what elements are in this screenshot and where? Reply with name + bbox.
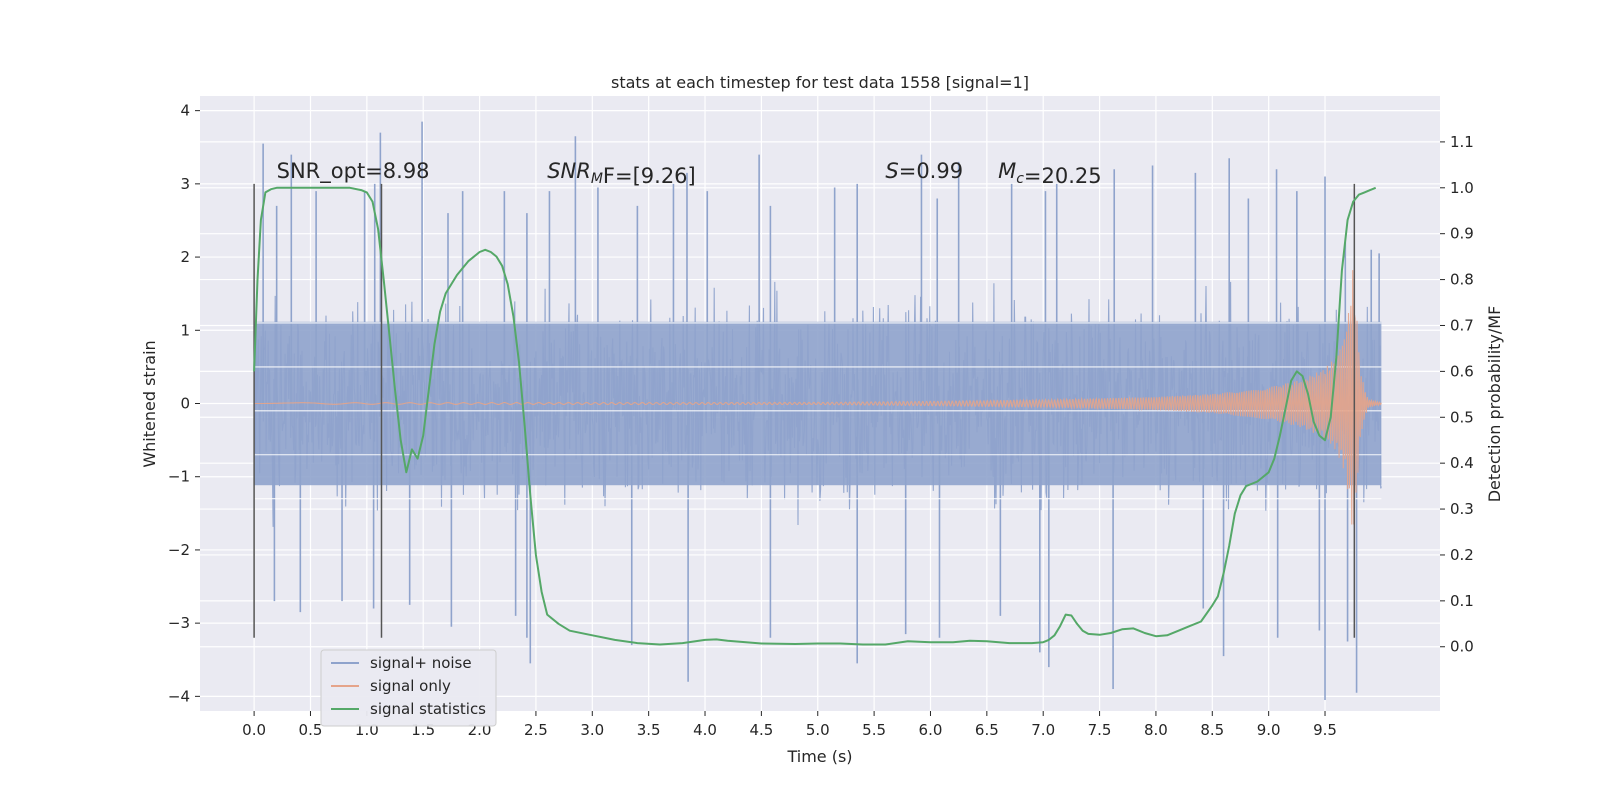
y2-tick-label: 0.9 (1450, 225, 1474, 243)
x-tick-label: 9.5 (1313, 721, 1337, 739)
x-tick-label: 8.0 (1144, 721, 1168, 739)
y-tick-label: 0 (180, 395, 190, 413)
legend-label-signal-plus-noise: signal+ noise (370, 654, 472, 672)
x-tick-label: 2.5 (524, 721, 548, 739)
annotation: SNRMF=[9.26] (547, 159, 696, 188)
y2-tick-label: 0.5 (1450, 408, 1474, 426)
y-tick-label: 2 (180, 248, 190, 266)
x-tick-label: 7.0 (1031, 721, 1055, 739)
x-tick-label: 8.5 (1200, 721, 1224, 739)
y-tick-label: −1 (168, 468, 190, 486)
y-tick-label: 1 (180, 321, 190, 339)
y-axis-ticks: 4 3 2 1 0 −1 −2 −3 −4 (168, 102, 200, 705)
legend-label-signal-only: signal only (370, 677, 451, 695)
y-tick-label: −3 (168, 614, 190, 632)
y2-tick-label: 0.3 (1450, 500, 1474, 518)
x-tick-label: 9.0 (1257, 721, 1281, 739)
y2-axis-label: Detection probability/MF (1485, 306, 1504, 503)
y-tick-label: 4 (180, 102, 190, 120)
x-tick-label: 4.5 (749, 721, 773, 739)
x-tick-label: 0.0 (242, 721, 266, 739)
y2-axis-ticks: 1.1 1.0 0.9 0.8 0.7 0.6 0.5 0.4 0.3 0.2 0.1 0.0 (1440, 133, 1474, 656)
y-tick-label: −4 (168, 687, 190, 705)
annotations: SNR_opt=8.98 SNRMF=[9.26] S=0.99 Mc=20.25 (277, 159, 1102, 188)
x-tick-label: 5.5 (862, 721, 886, 739)
x-axis-ticks: 0.0 0.5 1.0 1.5 2.0 2.5 3.0 3.5 4.0 4.5 5.0 5.5 6.0 6… (242, 711, 1337, 739)
x-tick-label: 0.5 (299, 721, 323, 739)
x-tick-label: 6.0 (919, 721, 943, 739)
y2-tick-label: 0.0 (1450, 638, 1474, 656)
series-signal-only (254, 270, 1382, 525)
annotation: S=0.99 (885, 159, 963, 183)
series-signal-statistics (253, 186, 1377, 646)
x-axis-label: Time (s) (786, 747, 852, 766)
annotation: Mc=20.25 (998, 159, 1102, 188)
x-tick-label: 6.5 (975, 721, 999, 739)
y2-tick-label: 0.2 (1450, 546, 1474, 564)
y2-tick-label: 0.8 (1450, 271, 1474, 289)
y-tick-label: −2 (168, 541, 190, 559)
y2-tick-label: 0.6 (1450, 362, 1474, 380)
x-tick-label: 3.5 (637, 721, 661, 739)
y2-tick-label: 0.7 (1450, 316, 1474, 334)
legend: signal+ noise signal only signal statist… (320, 649, 497, 727)
stats-line (253, 186, 1377, 646)
legend-label-signal-statistics: signal statistics (370, 700, 486, 718)
y-tick-label: 3 (180, 175, 190, 193)
y2-tick-label: 0.1 (1450, 592, 1474, 610)
chart-title: stats at each timestep for test data 155… (611, 73, 1029, 92)
x-tick-label: 3.0 (580, 721, 604, 739)
x-tick-label: 7.5 (1088, 721, 1112, 739)
annotation: SNR_opt=8.98 (277, 159, 430, 184)
y2-tick-label: 0.4 (1450, 454, 1474, 472)
legend-box (320, 649, 497, 727)
x-tick-label: 5.0 (806, 721, 830, 739)
y2-tick-label: 1.1 (1450, 133, 1474, 151)
x-tick-label: 4.0 (693, 721, 717, 739)
y2-tick-label: 1.0 (1450, 179, 1474, 197)
signal-trace (254, 270, 1382, 525)
y-axis-label: Whitened strain (140, 340, 159, 467)
